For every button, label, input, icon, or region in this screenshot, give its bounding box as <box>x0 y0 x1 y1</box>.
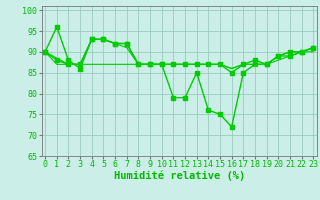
X-axis label: Humidité relative (%): Humidité relative (%) <box>114 171 245 181</box>
